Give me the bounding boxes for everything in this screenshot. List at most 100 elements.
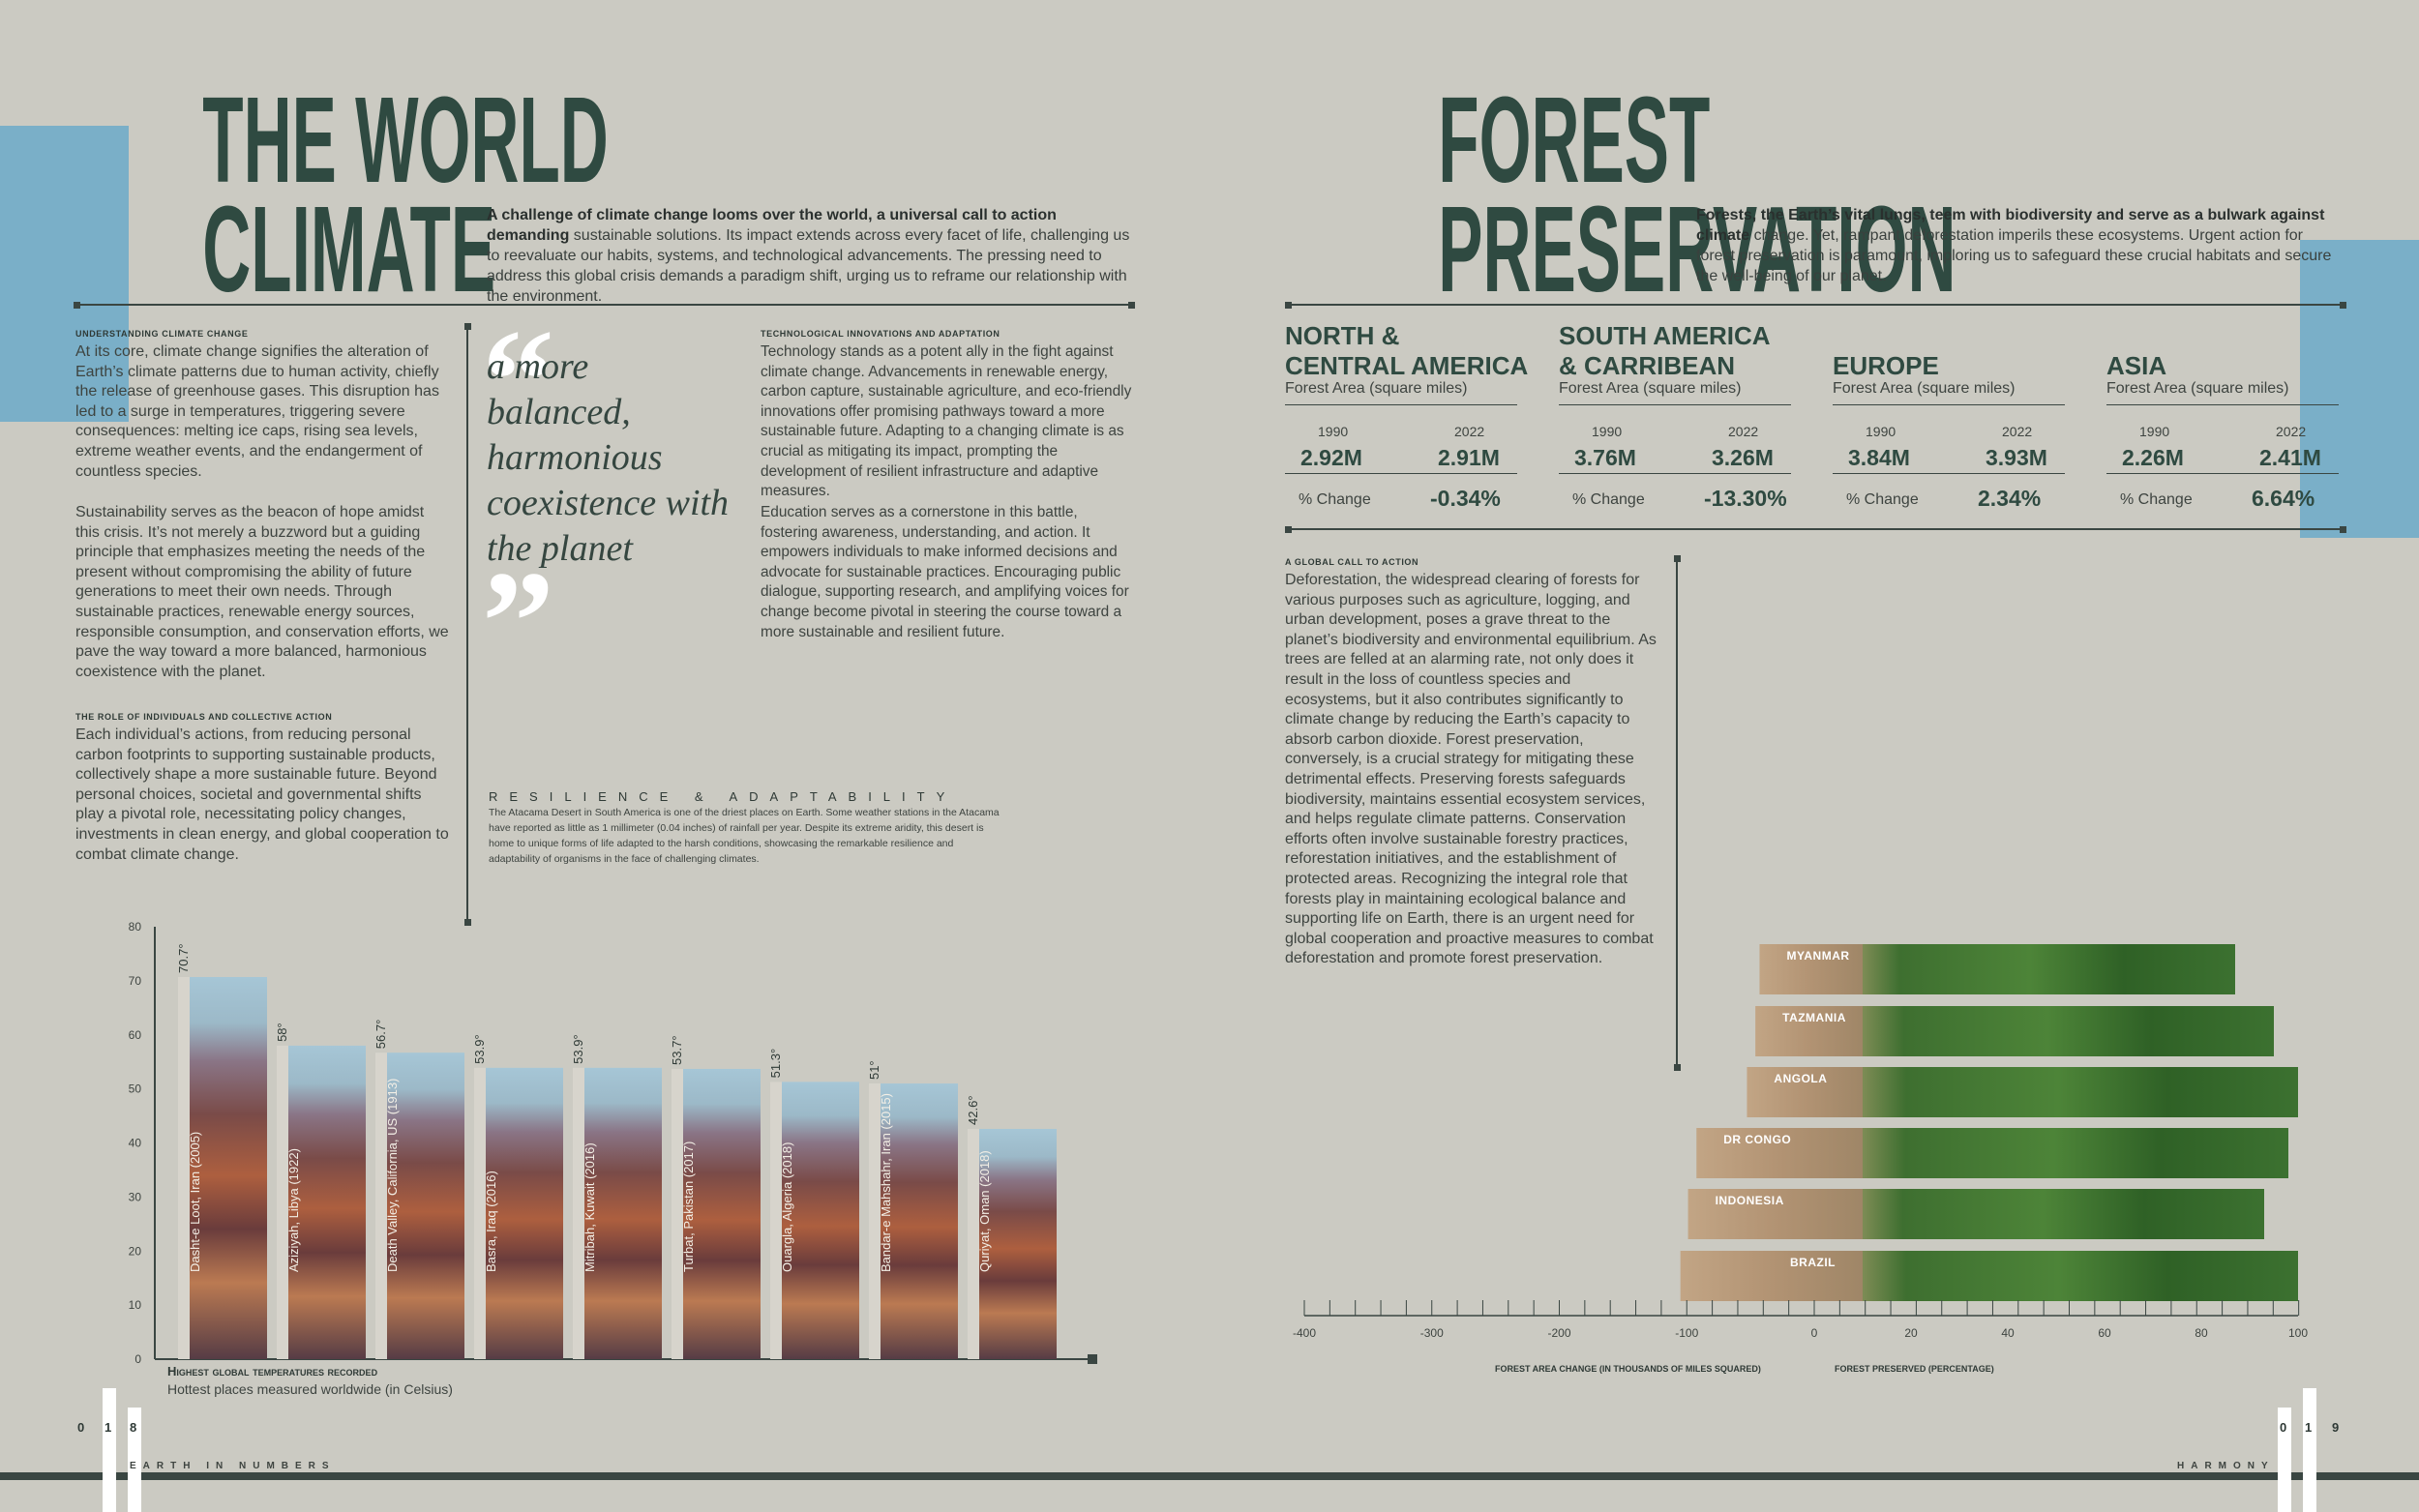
- region-subtitle: Forest Area (square miles): [1559, 380, 1742, 397]
- left-top-rule: [75, 304, 1134, 306]
- right-divider-dot-top: [1674, 555, 1681, 562]
- temp-y-tick-label: 70: [129, 974, 142, 988]
- region-value-2022: 3.93M: [1986, 445, 2047, 470]
- temp-bar-value-label: 58°: [275, 1023, 289, 1042]
- region-pct-label: % Change: [1572, 491, 1645, 508]
- temp-y-tick-label: 50: [129, 1082, 142, 1096]
- temp-bar-label: Ouargla, Algeria (2018): [780, 1142, 794, 1272]
- temp-bar-label: Turbat, Pakistan (2017): [681, 1141, 696, 1272]
- region-pct-label: % Change: [1846, 491, 1919, 508]
- regions-bottom-rule: [1287, 528, 2345, 530]
- region-year-2022: 2022: [2276, 424, 2307, 439]
- region-value-1990: 3.84M: [1848, 445, 1910, 470]
- right-footer-label: HARMONY: [2177, 1461, 2275, 1471]
- tech-paragraph-1: Technology stands as a potent ally in th…: [761, 343, 1132, 500]
- open-quote-icon: “: [482, 300, 554, 460]
- role-paragraph: Each individual’s actions, from reducing…: [75, 726, 449, 863]
- temp-bar-value-label: 53.7°: [670, 1035, 684, 1065]
- temp-bar-value-label: 51°: [867, 1060, 881, 1080]
- temp-bar: [190, 976, 267, 1359]
- right-divider-dot-bottom: [1674, 1064, 1681, 1071]
- temp-bar-edge: [869, 1083, 881, 1359]
- forest-country-label: TAZMANIA: [1782, 1011, 1846, 1024]
- temp-bar-label: Bandar-e Mahshahr, Iran (2015): [879, 1093, 893, 1272]
- region-rule-mid: [1285, 473, 1517, 474]
- temp-bar-label: Basra, Iraq (2016): [484, 1171, 498, 1272]
- understanding-paragraph-1: At its core, climate change signifies th…: [75, 343, 439, 480]
- region-rule-top: [1559, 404, 1791, 405]
- temp-bar: [979, 1128, 1057, 1359]
- region-pct-change: -0.34%: [1430, 486, 1501, 511]
- axis-left-label: Forest area change (in thousands of mile…: [1495, 1364, 1761, 1374]
- footer-band: [0, 1472, 2419, 1480]
- temp-bar-edge: [968, 1128, 979, 1359]
- temp-bar-edge: [474, 1067, 486, 1359]
- forest-country-label: DR CONGO: [1723, 1133, 1791, 1146]
- pull-quote: a more balanced, harmonious coexistence …: [487, 346, 730, 569]
- regions-rule-dot-start: [1285, 526, 1292, 533]
- temp-y-tick-label: 10: [129, 1298, 142, 1312]
- forest-right-tick-label: 80: [2195, 1326, 2208, 1340]
- temp-bar-value-label: 42.6°: [966, 1095, 980, 1125]
- temp-y-tick-label: 20: [129, 1244, 142, 1258]
- left-footer-label: EARTH IN NUMBERS: [130, 1461, 336, 1471]
- temp-y-tick-label: 80: [129, 920, 142, 934]
- region-year-2022: 2022: [2002, 424, 2033, 439]
- left-intro-bold: A challenge of climate change looms over…: [487, 207, 1057, 244]
- temp-bar: [387, 1052, 464, 1359]
- region-year-2022: 2022: [1728, 424, 1759, 439]
- divider-dot-top: [464, 323, 471, 330]
- temp-bar-label: Death Valley, California, US (1913): [385, 1079, 400, 1272]
- temp-y-tick-label: 40: [129, 1137, 142, 1150]
- left-page-marker-bar-1: [103, 1388, 116, 1512]
- region-year-1990: 1990: [1592, 424, 1623, 439]
- region-rule-mid: [1559, 473, 1791, 474]
- right-page-marker-bar-2: [2303, 1388, 2316, 1512]
- left-page-number-digit-3: 8: [130, 1420, 137, 1435]
- right-intro: Forests, the Earth’s vital lungs, teem w…: [1696, 205, 2344, 286]
- right-page-number-digit-3: 9: [2332, 1420, 2340, 1435]
- right-title: FOREST PRESERVATION: [1438, 72, 1956, 311]
- forest-bar-preserved: [1863, 1251, 2298, 1301]
- temp-bar: [881, 1083, 958, 1359]
- region-value-1990: 3.76M: [1574, 445, 1636, 470]
- forest-country-label: BRAZIL: [1790, 1256, 1836, 1269]
- region-rule-top: [1833, 404, 2065, 405]
- right-title-line1: FOREST: [1438, 72, 1711, 208]
- temp-bar-value-label: 56.7°: [373, 1020, 388, 1050]
- forest-bar-preserved: [1863, 1006, 2274, 1056]
- close-quote-icon: ”: [482, 542, 554, 702]
- region-rule-top: [1285, 404, 1517, 405]
- right-intro-bold: Forests, the Earth’s vital lungs, teem w…: [1696, 207, 2325, 244]
- forest-bar-cleared: [1687, 1189, 1863, 1239]
- forest-country-label: ANGOLA: [1774, 1072, 1827, 1085]
- temp-bar: [584, 1067, 662, 1359]
- region-pct-change: 6.64%: [2252, 486, 2315, 511]
- region-pct-change: -13.30%: [1704, 486, 1787, 511]
- left-rule-dot-end: [1128, 302, 1135, 309]
- region-value-1990: 2.92M: [1300, 445, 1362, 470]
- region-rule-top: [2106, 404, 2339, 405]
- temp-bar-edge: [672, 1068, 683, 1359]
- left-rule-dot-start: [74, 302, 80, 309]
- forest-bar-preserved: [1863, 1128, 2288, 1178]
- region-pct-label: % Change: [2120, 491, 2193, 508]
- left-title-line2: CLIMATE: [202, 181, 496, 318]
- temp-y-tick-label: 0: [134, 1352, 141, 1366]
- forest-left-tick-label: -100: [1675, 1326, 1698, 1340]
- forest-country-label: MYANMAR: [1786, 949, 1849, 963]
- region-name-line1: NORTH &: [1285, 321, 1400, 350]
- decor-blue-block-left: [0, 126, 129, 422]
- temp-y-tick-label: 30: [129, 1190, 142, 1203]
- divider-dot-bottom: [464, 919, 471, 926]
- forest-bar-cleared: [1747, 1067, 1863, 1117]
- forest-right-tick-label: 20: [1904, 1326, 1918, 1340]
- region-name-line2: EUROPE: [1833, 351, 1939, 380]
- forest-bar-cleared: [1755, 1006, 1863, 1056]
- left-intro-rest: sustainable solutions. Its impact extend…: [487, 227, 1130, 305]
- left-page-marker-bar-2: [128, 1408, 141, 1512]
- left-column-divider: [466, 325, 468, 925]
- region-name-line2: & CARRIBEAN: [1559, 351, 1735, 380]
- right-page-number-digit-1: 0: [2280, 1420, 2287, 1435]
- regions-rule-dot-end: [2340, 526, 2346, 533]
